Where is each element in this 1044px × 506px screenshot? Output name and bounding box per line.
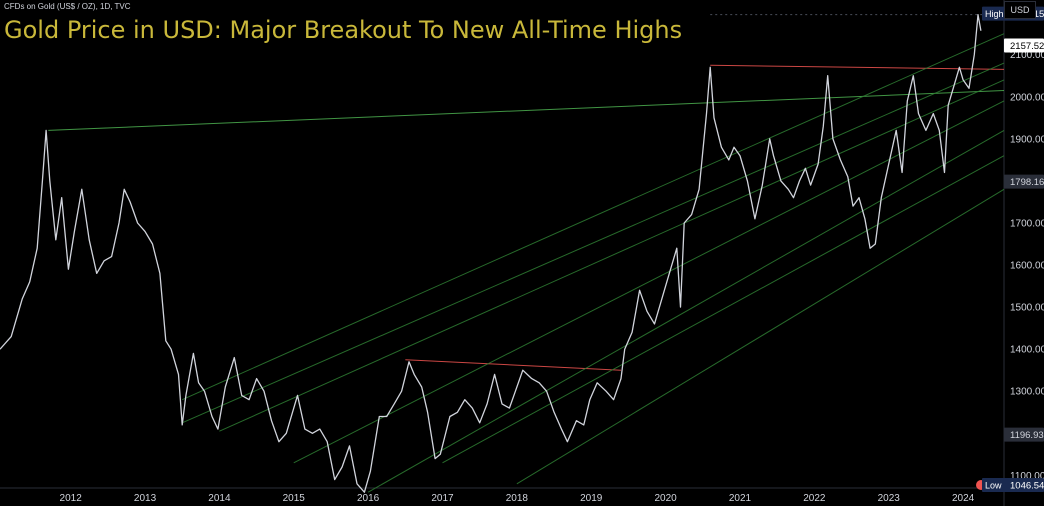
price-label-value: 2157.52	[1010, 41, 1044, 52]
gold-price-line[interactable]	[0, 14, 982, 493]
x-tick-label: 2012	[60, 493, 83, 504]
y-tick-label: 1400.00	[1010, 345, 1044, 356]
trendline-4[interactable]	[182, 62, 1005, 424]
price-label-1196.93: 1196.93	[1004, 427, 1044, 442]
chart-title: Gold Price in USD: Major Breakout To New…	[4, 16, 683, 44]
x-tick-label: 2024	[952, 493, 975, 504]
x-tick-label: 2016	[357, 493, 380, 504]
trendline-3[interactable]	[182, 33, 1005, 401]
y-tick-label: 1500.00	[1010, 303, 1044, 314]
y-tick-label: 1600.00	[1010, 261, 1044, 272]
x-tick-label: 2021	[729, 493, 752, 504]
y-tick-label: 2000.00	[1010, 92, 1044, 103]
price-label-2157.52: 2157.52	[1004, 38, 1044, 53]
price-label-value: 1196.93	[1010, 430, 1044, 441]
trendline-1[interactable]	[405, 359, 622, 371]
currency-selector[interactable]: USD	[1004, 1, 1036, 19]
x-tick-label: 2020	[654, 493, 677, 504]
price-label-tag: Low	[985, 481, 1002, 491]
trendline-5[interactable]	[219, 79, 1005, 432]
x-tick-label: 2017	[431, 493, 454, 504]
y-tick-label: 2100.00	[1010, 50, 1044, 61]
x-tick-label: 2019	[580, 493, 603, 504]
price-label-Low: Low 1046.54	[976, 478, 1044, 492]
x-tick-label: 2018	[506, 493, 529, 504]
symbol-line: CFDs on Gold (US$ / OZ), 1D, TVC	[4, 2, 131, 11]
price-labels-layer: High2195.152157.521798.161196.93Low1046.…	[976, 6, 1044, 492]
trendline-7[interactable]	[367, 129, 1005, 493]
x-tick-label: 2015	[283, 493, 306, 504]
price-label-value: 1798.16	[1010, 177, 1044, 188]
x-tick-label: 2023	[878, 493, 901, 504]
x-tick-label: 2013	[134, 493, 157, 504]
trendline-8[interactable]	[442, 155, 1005, 464]
price-axis[interactable]: 1100.001200.001300.001400.001500.001600.…	[1010, 50, 1044, 482]
price-series-layer	[0, 14, 982, 493]
trendline-6[interactable]	[293, 100, 1005, 464]
trendline-0[interactable]	[48, 89, 1005, 131]
price-label-value: 1046.54	[1010, 481, 1044, 492]
y-tick-label: 1300.00	[1010, 387, 1044, 398]
trendlines-layer	[48, 14, 1005, 493]
trendline-9[interactable]	[516, 188, 1005, 485]
x-tick-label: 2022	[803, 493, 826, 504]
y-tick-label: 1100.00	[1010, 471, 1044, 482]
y-tick-label: 1900.00	[1010, 134, 1044, 145]
x-tick-label: 2014	[208, 493, 231, 504]
trendline-2[interactable]	[710, 64, 1005, 70]
y-tick-label: 1700.00	[1010, 218, 1044, 229]
price-label-1798.16: 1798.16	[1004, 174, 1044, 189]
time-axis[interactable]: 2012 2013 2014 2015 2016 2017 2018 2019 2020 2021…	[60, 493, 975, 504]
price-label-tag: High	[985, 9, 1004, 19]
